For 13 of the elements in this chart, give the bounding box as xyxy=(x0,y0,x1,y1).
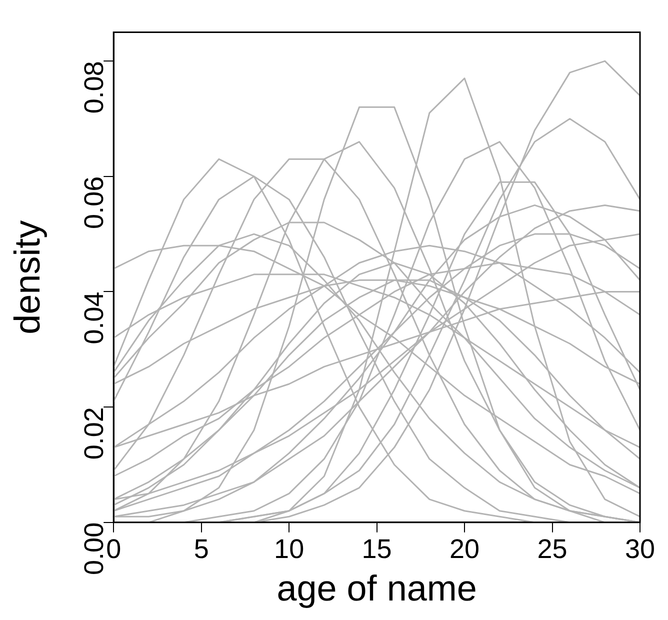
y-tick-label: 0.04 xyxy=(79,292,110,344)
y-tick-label: 0.02 xyxy=(79,407,110,460)
x-axis-title: age of name xyxy=(276,567,477,608)
x-tick-label: 25 xyxy=(537,534,568,564)
y-axis-title: density xyxy=(6,220,48,334)
x-tick-label: 15 xyxy=(362,534,392,564)
y-tick-label: 0.08 xyxy=(79,61,110,114)
y-tick-label: 0.06 xyxy=(79,176,110,229)
x-tick-label: 10 xyxy=(274,534,304,564)
x-tick-label: 20 xyxy=(450,534,480,564)
x-tick-label: 5 xyxy=(194,534,209,564)
x-tick-label: 0 xyxy=(106,534,122,564)
x-tick-label: 30 xyxy=(624,534,656,564)
